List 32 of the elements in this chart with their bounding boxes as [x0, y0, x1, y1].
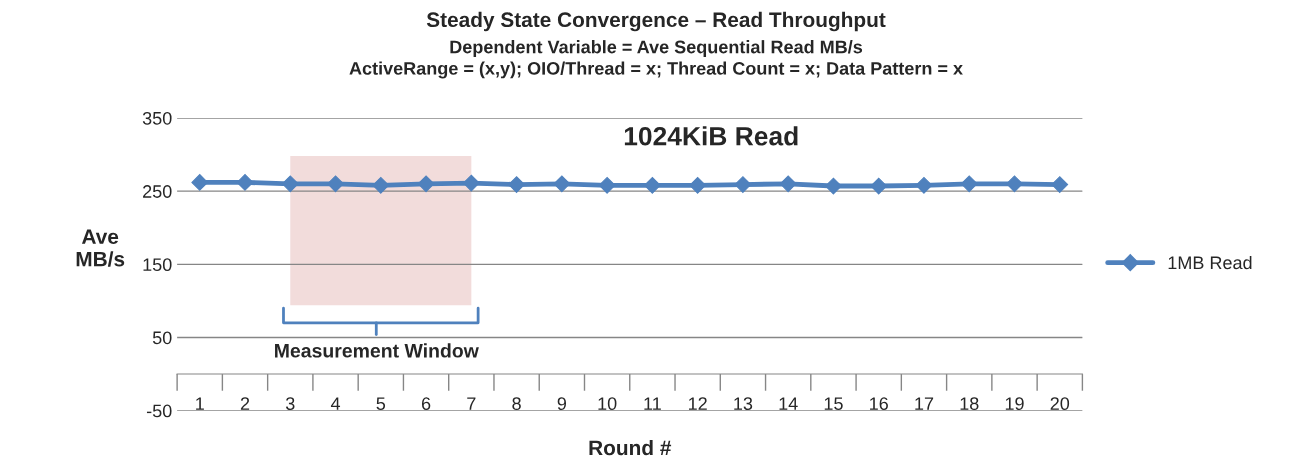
x-tick-label: 10 [598, 397, 617, 411]
x-tick-label: 17 [915, 397, 934, 410]
y-tick-label: 50 [152, 331, 172, 345]
annotation: 1024KiB Read [624, 126, 798, 146]
x-tick-label: 19 [1005, 397, 1024, 411]
x-tick-label: 2 [240, 397, 250, 410]
x-tick-label: 16 [870, 397, 888, 411]
x-tick-label: 13 [734, 397, 753, 411]
y-tick-label: 250 [143, 185, 172, 198]
y-tick-label: -50 [146, 404, 172, 418]
legend-label: 1MB Read [1168, 255, 1252, 270]
x-tick-label: 6 [421, 397, 431, 411]
x-tick-label: 14 [779, 397, 798, 410]
x-tick-label: 15 [824, 397, 843, 411]
x-tick-label: 12 [688, 397, 707, 410]
y-tick-label: 350 [142, 111, 172, 125]
x-tick-label: 7 [467, 397, 476, 410]
x-tick-label: 9 [557, 397, 567, 411]
x-tick-label: 11 [644, 397, 661, 410]
x-tick-label: 8 [512, 397, 521, 411]
y-axis-title: Ave MB/s [76, 229, 125, 267]
chart-subtitle: Dependent Variable = Ave Sequential Read MB/s ActiveRange = (x,y); OIO/Thread = x; Thread Count = x; Data Pattern = x [349, 40, 963, 79]
x-tick-label: 3 [285, 397, 295, 411]
chart-title: Steady State Convergence – Read Throughput [426, 11, 886, 32]
x-axis-title: Round # [589, 439, 672, 456]
x-tick-label: 18 [960, 397, 979, 411]
x-tick-label: 1 [196, 397, 204, 410]
x-tick-label: 20 [1050, 397, 1070, 411]
x-tick-label: 5 [376, 397, 386, 411]
y-tick-label: 150 [143, 258, 172, 272]
band-label: Measurement Window [275, 343, 479, 358]
x-tick-label: 4 [330, 397, 341, 410]
